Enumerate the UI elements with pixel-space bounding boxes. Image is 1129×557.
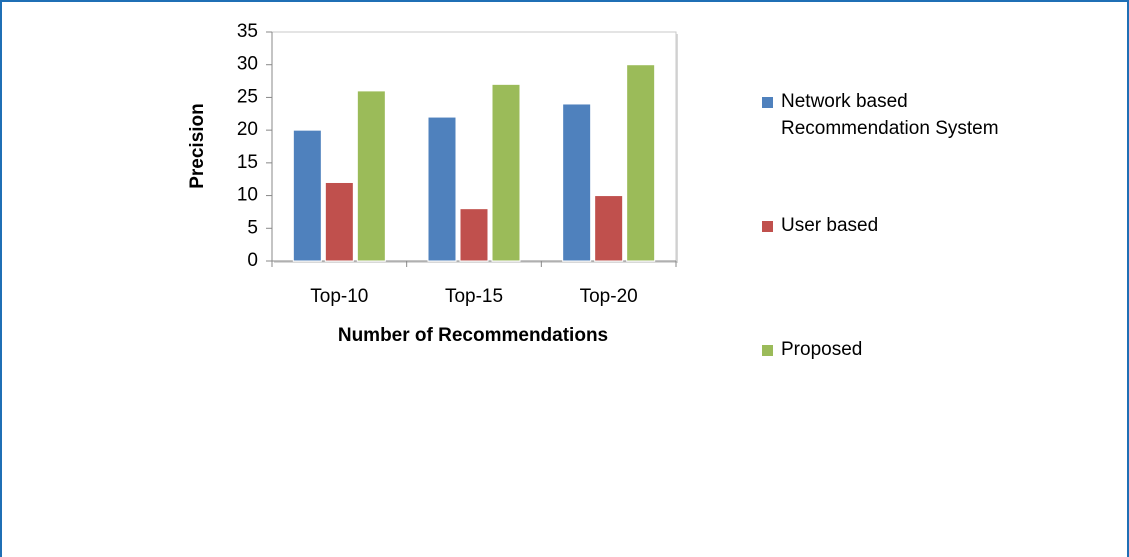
bar bbox=[292, 129, 322, 262]
legend-item: User based bbox=[762, 212, 1062, 239]
bar bbox=[356, 90, 386, 262]
bar bbox=[594, 195, 624, 262]
legend-item: Proposed bbox=[762, 336, 1062, 363]
legend-swatch bbox=[762, 221, 773, 232]
x-axis-title: Number of Recommendations bbox=[338, 325, 608, 346]
bar bbox=[324, 181, 354, 262]
y-tick-label: 5 bbox=[247, 217, 258, 238]
bar bbox=[427, 116, 457, 262]
x-tick-label: Top-15 bbox=[445, 286, 503, 307]
x-tick-label: Top-20 bbox=[580, 286, 638, 307]
bar bbox=[459, 208, 489, 262]
bar bbox=[562, 103, 592, 262]
legend-item: Network based Recommendation System bbox=[762, 88, 1062, 142]
y-tick-label: 35 bbox=[237, 21, 258, 42]
legend-swatch bbox=[762, 345, 773, 356]
y-axis-title: Precision bbox=[187, 103, 208, 189]
legend-label: User based bbox=[781, 215, 879, 236]
bar bbox=[491, 83, 521, 262]
y-tick-label: 15 bbox=[237, 152, 258, 173]
legend-swatch bbox=[762, 97, 773, 108]
y-tick-label: 30 bbox=[237, 54, 258, 75]
bar bbox=[626, 64, 656, 262]
y-tick-label: 25 bbox=[237, 86, 258, 107]
y-tick-label: 10 bbox=[237, 185, 258, 206]
y-tick-label: 20 bbox=[237, 119, 258, 140]
legend-label: Network based Recommendation System bbox=[781, 91, 999, 139]
legend-label: Proposed bbox=[781, 339, 863, 360]
x-tick-label: Top-10 bbox=[310, 286, 368, 307]
y-tick-label: 0 bbox=[247, 250, 258, 271]
